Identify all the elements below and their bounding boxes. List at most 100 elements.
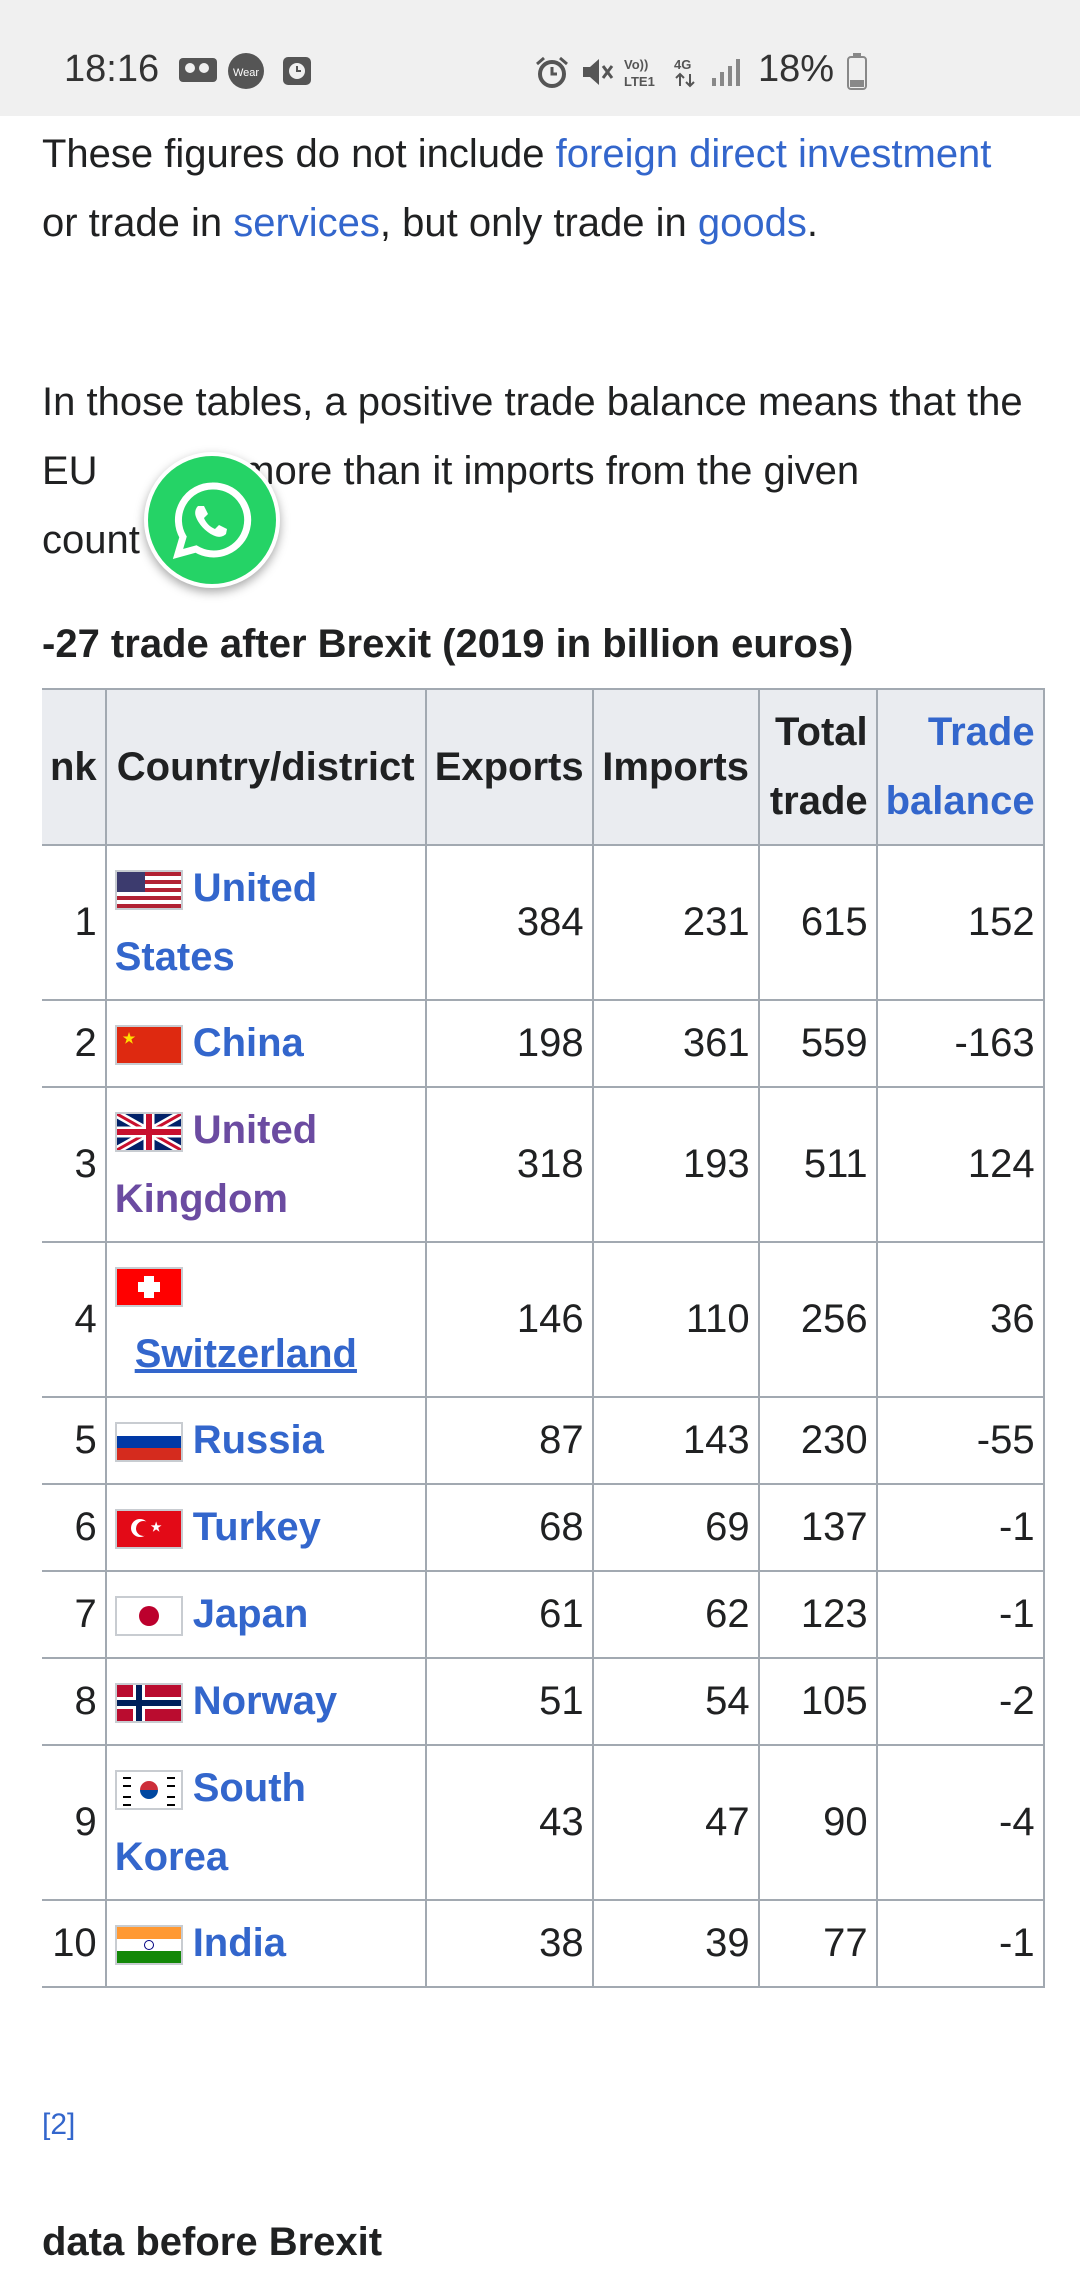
status-bar: 18:16 Wear Vo)) LTE1 4G 18% <box>0 0 1080 116</box>
rank-cell: 5 <box>42 1396 107 1485</box>
country-link[interactable]: Switzerland <box>134 1331 357 1376</box>
rank-cell: 8 <box>42 1657 107 1746</box>
country-link[interactable]: United States <box>114 865 318 979</box>
trade-balance-cell: 152 <box>875 844 1045 1001</box>
trade-balance-cell: -1 <box>875 1899 1045 1988</box>
reference-link[interactable]: [2] <box>42 2108 76 2141</box>
exports-cell: 146 <box>424 1241 594 1398</box>
total-trade-cell: 90 <box>757 1744 878 1901</box>
table-caption: -27 trade after Brexit (2019 in billion … <box>42 622 854 666</box>
country-link[interactable]: Japan <box>192 1592 309 1636</box>
status-time: 18:16 <box>64 48 160 90</box>
imports-cell: 39 <box>591 1899 760 1988</box>
country-link[interactable]: Russia <box>192 1418 324 1462</box>
table-row: 1 United States 384 231 615 152 <box>42 844 1045 1001</box>
country-cell: United Kingdom <box>104 1086 427 1243</box>
total-trade-header[interactable]: Total trade <box>757 688 878 846</box>
country-cell: United States <box>104 844 427 1001</box>
4g-icon: 4G <box>674 57 695 88</box>
trade-balance-cell: -1 <box>875 1570 1045 1659</box>
imports-cell: 47 <box>591 1744 760 1901</box>
imports-cell: 231 <box>591 844 760 1001</box>
paragraph-text: count <box>42 518 140 562</box>
rank-cell: 6 <box>42 1483 107 1572</box>
section-heading: data before Brexit <box>42 2220 383 2264</box>
rank-cell: 10 <box>42 1899 107 1988</box>
svg-text:LTE1: LTE1 <box>624 74 655 88</box>
imports-cell: 54 <box>591 1657 760 1746</box>
total-trade-cell: 105 <box>757 1657 878 1746</box>
trade-balance-cell: 36 <box>875 1241 1045 1398</box>
country-cell: Switzerland <box>104 1241 427 1398</box>
alarm-icon <box>536 56 568 88</box>
country-header[interactable]: Country/district <box>104 688 427 846</box>
paragraph-text: rts more than it imports from the given <box>185 449 860 493</box>
country-link[interactable]: Norway <box>192 1679 338 1723</box>
services-link[interactable]: services <box>233 201 380 245</box>
china-flag-icon: ★ <box>114 1025 183 1066</box>
total-trade-cell: 77 <box>757 1899 878 1988</box>
country-cell: ★ Turkey <box>104 1483 427 1572</box>
south-korea-flag-icon <box>114 1769 183 1810</box>
turkey-flag-icon: ★ <box>114 1509 183 1550</box>
total-trade-cell: 137 <box>757 1483 878 1572</box>
total-trade-cell: 256 <box>757 1241 878 1398</box>
trade-balance-cell: -163 <box>875 999 1045 1088</box>
exports-header[interactable]: Exports <box>424 688 594 846</box>
imports-cell: 69 <box>591 1483 760 1572</box>
country-link[interactable]: Turkey <box>192 1505 321 1549</box>
table-row: 10 India 38 39 77 -1 <box>42 1899 1045 1988</box>
country-link[interactable]: South Korea <box>114 1765 306 1879</box>
exports-cell: 198 <box>424 999 594 1088</box>
russia-flag-icon <box>114 1422 183 1463</box>
imports-cell: 110 <box>591 1241 760 1398</box>
table-row: 8 Norway 51 54 105 -2 <box>42 1657 1045 1746</box>
country-link[interactable]: United Kingdom <box>114 1107 318 1221</box>
norway-flag-icon <box>114 1683 183 1724</box>
foreign-direct-investment-link[interactable]: foreign direct investment <box>555 132 992 176</box>
total-trade-cell: 615 <box>757 844 878 1001</box>
exports-cell: 51 <box>424 1657 594 1746</box>
paragraph-text: . <box>806 201 818 245</box>
svg-text:Vo)): Vo)) <box>624 57 648 72</box>
japan-flag-icon <box>114 1596 183 1637</box>
battery-percent: 18% <box>758 48 835 90</box>
exports-cell: 38 <box>424 1899 594 1988</box>
country-link[interactable]: India <box>192 1921 287 1965</box>
whatsapp-icon <box>172 482 252 560</box>
exports-cell: 384 <box>424 844 594 1001</box>
imports-header[interactable]: Imports <box>591 688 760 846</box>
intro-paragraph: These figures do not include foreign dir… <box>42 120 1032 258</box>
goods-link[interactable]: goods <box>697 201 807 245</box>
country-cell: Russia <box>104 1396 427 1485</box>
imports-cell: 143 <box>591 1396 760 1485</box>
rank-cell: 1 <box>42 844 107 1001</box>
country-cell: Japan <box>104 1570 427 1659</box>
exports-cell: 68 <box>424 1483 594 1572</box>
voicemail-icon <box>179 58 217 82</box>
svg-text:4G: 4G <box>674 57 691 72</box>
country-cell: India <box>104 1899 427 1988</box>
country-link[interactable]: China <box>192 1021 304 1065</box>
switzerland-flag-icon <box>114 1266 183 1307</box>
wear-icon: Wear <box>228 53 264 89</box>
trade-table: nk Country/district Exports Imports Tota… <box>42 688 1045 1988</box>
svg-text:Wear: Wear <box>233 67 259 79</box>
trade-balance-paragraph: In those tables, a positive trade balanc… <box>42 368 1032 575</box>
uk-flag-icon <box>114 1111 183 1152</box>
rank-header[interactable]: nk <box>42 688 107 846</box>
whatsapp-floating-button[interactable] <box>144 452 280 588</box>
trade-balance-cell: -55 <box>875 1396 1045 1485</box>
trade-balance-cell: 124 <box>875 1086 1045 1243</box>
table-row: 2 ★ China 198 361 559 -163 <box>42 999 1045 1088</box>
table-row: 5 Russia 87 143 230 -55 <box>42 1396 1045 1485</box>
total-trade-cell: 559 <box>757 999 878 1088</box>
country-cell: Norway <box>104 1657 427 1746</box>
mute-icon <box>583 59 614 85</box>
paragraph-text: , but only trade in <box>379 201 698 245</box>
rank-cell: 3 <box>42 1086 107 1243</box>
rank-cell: 4 <box>42 1241 107 1398</box>
trade-balance-link[interactable]: Trade balance <box>885 710 1035 823</box>
trade-balance-header[interactable]: Trade balance <box>875 688 1045 846</box>
exports-cell: 87 <box>424 1396 594 1485</box>
